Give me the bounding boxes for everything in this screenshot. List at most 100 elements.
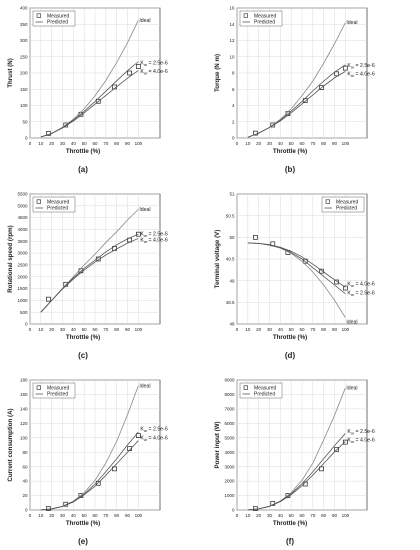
- annotation-kar-subscript: ar: [351, 74, 355, 78]
- x-tick-label: 20: [49, 327, 55, 332]
- legend-box: [32, 196, 76, 213]
- x-tick-label: 0: [29, 141, 32, 146]
- legend-predicted-label: Predicted: [336, 206, 357, 212]
- measured-point: [334, 71, 340, 77]
- annotation-kar-subscript: ar: [144, 63, 148, 67]
- y-axis-label: Rotational speed (rpm): [7, 225, 14, 292]
- panel-label: (c): [78, 351, 88, 360]
- x-tick-label: 40: [278, 141, 284, 146]
- measured-point: [135, 64, 141, 69]
- annotation-kar-value: = 4.0e-6: [354, 437, 375, 443]
- annotation-kar: Kar = 2.5e-6: [347, 63, 374, 70]
- measured-point: [342, 439, 348, 445]
- measured-point: [46, 506, 51, 511]
- y-tick-label: 5000: [224, 435, 235, 440]
- x-axis-label: Throttle (%): [66, 334, 100, 341]
- y-tick-label: 7000: [224, 406, 235, 411]
- panel-label: (d): [285, 351, 296, 360]
- y-tick-label: 5000: [17, 203, 28, 208]
- x-tick-label: 60: [92, 327, 98, 332]
- chart-panel-c: 0 10 20 30 40 50 60 70 80 90 100050010001500200025…: [7, 192, 168, 360]
- x-tick-label: 90: [332, 513, 338, 518]
- annotation-kar-value: = 2.5e-6: [147, 232, 168, 238]
- measured-point: [334, 446, 340, 452]
- x-tick-label: 80: [321, 327, 327, 332]
- annotation-kar: Kar = 4.0e-6: [140, 238, 167, 245]
- y-tick-label: 0: [25, 508, 28, 513]
- annotation-kar-value: = 2.5e-6: [354, 429, 375, 435]
- x-tick-label: 10: [38, 141, 44, 146]
- measured-point: [342, 285, 348, 291]
- measured-point: [135, 433, 141, 438]
- annotation-kar-subscript: ar: [351, 66, 355, 70]
- y-tick-label: 2000: [17, 274, 28, 279]
- annotation-ideal: Ideal: [346, 20, 357, 26]
- x-tick-label: 80: [321, 141, 327, 146]
- annotation-kar-k: K: [347, 290, 351, 296]
- annotation-kar-subscript: ar: [144, 438, 148, 442]
- x-tick-label: 60: [92, 141, 98, 146]
- y-tick-label: 50: [229, 235, 235, 240]
- x-tick-label: 10: [245, 141, 251, 146]
- annotation-kar-subscript: ar: [144, 71, 148, 75]
- annotation-kar-k: K: [347, 63, 351, 69]
- y-tick-label: 140: [20, 406, 28, 411]
- measured-point: [95, 480, 101, 486]
- annotation-kar: Kar = 2.5e-6: [140, 232, 167, 239]
- x-axis-label: Throttle (%): [273, 520, 307, 527]
- x-tick-label: 20: [256, 141, 262, 146]
- y-tick-label: 180: [20, 378, 28, 383]
- y-axis-label: Thrust (N): [7, 58, 14, 88]
- x-tick-label: 40: [71, 141, 77, 146]
- measured-point: [342, 65, 348, 71]
- series-line-kar-4.0e-6: [247, 441, 346, 511]
- y-tick-label: 80: [22, 450, 28, 455]
- annotation-kar: Kar = 2.5e-6: [347, 290, 374, 297]
- x-tick-label: 30: [60, 513, 66, 518]
- annotation-kar: Kar = 4.0e-6: [140, 69, 167, 76]
- annotation-kar-k: K: [347, 429, 351, 435]
- y-tick-label: 3500: [17, 239, 28, 244]
- x-tick-label: 0: [236, 513, 239, 518]
- annotation-ideal: Ideal: [139, 207, 150, 213]
- x-axis-label: Throttle (%): [66, 520, 100, 527]
- y-axis-label: Torque (N m): [214, 54, 221, 92]
- legend-measured-marker: [243, 13, 248, 18]
- measured-point: [319, 466, 324, 472]
- annotation-kar: Kar = 4.0e-6: [347, 437, 374, 444]
- annotation-kar-value: = 4.0e-6: [147, 69, 168, 75]
- legend-measured-marker: [325, 199, 330, 204]
- y-tick-label: 120: [20, 421, 28, 426]
- y-tick-label: 60: [22, 464, 28, 469]
- x-tick-label: 20: [49, 141, 55, 146]
- panel-label: (b): [285, 165, 296, 174]
- annotation-kar-value: = 2.5e-6: [147, 60, 168, 66]
- measured-point: [334, 279, 340, 285]
- legend-predicted-label: Predicted: [47, 392, 68, 398]
- measured-point: [135, 231, 141, 237]
- measured-point: [253, 506, 258, 511]
- x-tick-label: 90: [125, 327, 131, 332]
- y-tick-label: 2000: [224, 479, 235, 484]
- measured-point: [95, 98, 101, 104]
- x-tick-label: 10: [38, 327, 44, 332]
- annotation-kar-value: = 2.5e-6: [147, 427, 168, 433]
- y-tick-label: 500: [20, 310, 28, 315]
- legend-measured-marker: [36, 13, 41, 18]
- annotation-kar-subscript: ar: [144, 234, 148, 238]
- legend-measured-marker: [243, 385, 248, 390]
- legend-measured-label: Measured: [254, 385, 276, 391]
- legend-box: [239, 382, 283, 399]
- legend-predicted-label: Predicted: [254, 392, 275, 398]
- y-tick-label: 400: [20, 6, 28, 11]
- x-tick-label: 0: [29, 513, 32, 518]
- measured-point: [127, 446, 133, 451]
- annotation-ideal: Ideal: [346, 385, 357, 391]
- x-tick-label: 90: [332, 141, 338, 146]
- y-tick-label: 160: [20, 392, 28, 397]
- x-tick-label: 50: [289, 513, 295, 518]
- y-tick-label: 8: [232, 71, 235, 76]
- x-tick-label: 30: [267, 327, 273, 332]
